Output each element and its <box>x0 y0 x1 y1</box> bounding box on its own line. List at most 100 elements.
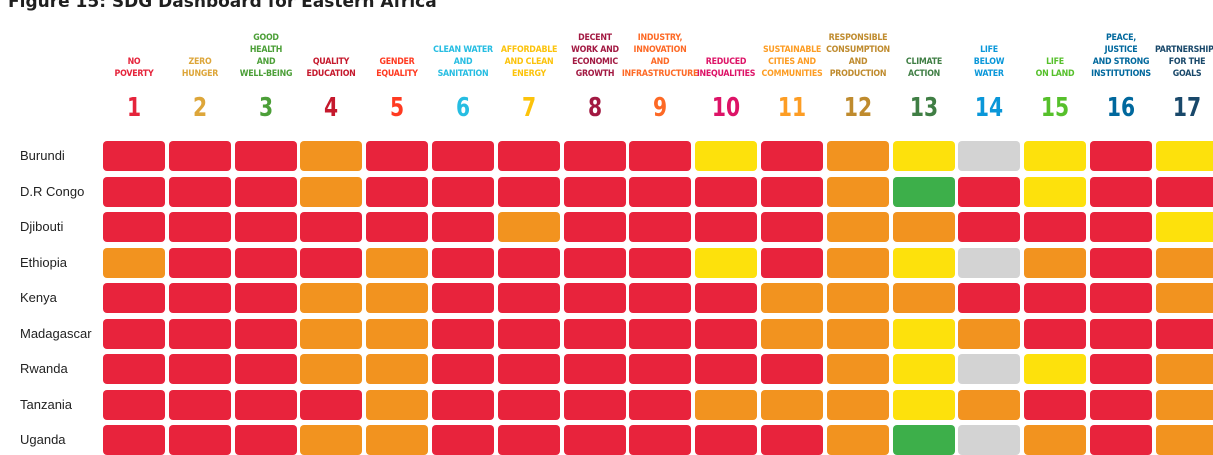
status-cell <box>300 141 363 171</box>
status-cell <box>761 176 823 207</box>
status-cell <box>497 141 560 171</box>
status-cell <box>695 141 758 171</box>
status-cell <box>1024 425 1087 455</box>
status-cell <box>432 425 494 455</box>
goal-number-11: 11 <box>777 93 807 123</box>
status-cell <box>497 176 560 207</box>
status-cell <box>168 283 231 313</box>
goal-number-14: 14 <box>975 93 1004 123</box>
status-cell <box>892 283 955 313</box>
status-cell <box>366 247 429 278</box>
country-label: Madagascar <box>20 325 92 341</box>
goal-number-5: 5 <box>390 93 405 123</box>
status-cell <box>1090 212 1152 242</box>
status-cell <box>103 247 165 278</box>
status-cell <box>958 389 1021 420</box>
status-cell <box>103 354 165 384</box>
status-cell <box>826 247 889 278</box>
status-cell <box>892 389 955 420</box>
status-cell <box>1090 247 1152 278</box>
status-cell <box>234 247 297 278</box>
status-cell <box>826 389 889 420</box>
status-cell <box>497 425 560 455</box>
goal-label-14: LIFE BELOW WATER <box>974 45 1005 79</box>
goal-label-7: AFFORDABLE AND CLEAN ENERGY <box>500 45 558 79</box>
status-cell <box>1024 283 1087 313</box>
status-cell <box>234 283 297 313</box>
status-cell <box>300 425 363 455</box>
status-cell <box>1090 425 1152 455</box>
status-cell <box>563 425 626 455</box>
status-cell <box>168 354 231 384</box>
country-label: Uganda <box>20 432 66 447</box>
status-cell <box>695 318 758 349</box>
status-cell <box>563 354 626 384</box>
goal-number-10: 10 <box>712 93 741 123</box>
status-cell <box>761 141 823 171</box>
status-cell <box>300 354 363 384</box>
goal-label-17: PARTNERSHIPS FOR THE GOALS <box>1154 45 1213 79</box>
goal-label-11: SUSTAINABLE CITIES AND COMMUNITIES <box>761 45 823 79</box>
status-cell <box>103 141 165 171</box>
country-label: D.R Congo <box>20 183 85 199</box>
goal-number-1: 1 <box>126 93 142 123</box>
status-cell <box>234 389 297 420</box>
status-cell <box>497 354 560 384</box>
status-cell <box>958 141 1021 171</box>
status-cell <box>432 212 494 242</box>
status-cell <box>366 212 429 242</box>
status-cell <box>629 425 692 455</box>
status-cell <box>958 318 1021 349</box>
status-cell <box>1090 389 1152 420</box>
country-label: Ethiopia <box>20 254 67 270</box>
country-label: Burundi <box>20 148 65 163</box>
goal-label-5: GENDER EQUALITY <box>376 57 418 79</box>
status-cell <box>366 425 429 455</box>
status-cell <box>695 212 758 242</box>
status-cell <box>826 425 889 455</box>
status-cell <box>695 283 758 313</box>
status-cell <box>103 318 165 349</box>
status-cell <box>168 247 231 278</box>
status-cell <box>300 176 363 207</box>
status-cell <box>168 212 231 242</box>
status-cell <box>1155 212 1213 242</box>
status-cell <box>563 389 626 420</box>
status-cell <box>366 389 429 420</box>
goal-label-8: DECENT WORK AND ECONOMIC GROWTH <box>570 33 619 79</box>
status-cell <box>826 354 889 384</box>
country-label: Djibouti <box>20 219 64 234</box>
status-cell <box>1155 176 1213 207</box>
status-cell <box>497 212 560 242</box>
status-cell <box>695 176 758 207</box>
status-cell <box>366 318 429 349</box>
status-cell <box>629 212 692 242</box>
goal-number-15: 15 <box>1041 93 1070 123</box>
status-cell <box>234 354 297 384</box>
status-cell <box>366 176 429 207</box>
goal-number-9: 9 <box>653 93 668 123</box>
status-cell <box>695 247 758 278</box>
status-cell <box>497 247 560 278</box>
status-cell <box>300 247 363 278</box>
status-cell <box>497 283 560 313</box>
status-cell <box>761 389 823 420</box>
status-cell <box>432 389 494 420</box>
status-cell <box>826 283 889 313</box>
status-cell <box>563 141 626 171</box>
status-cell <box>432 176 494 207</box>
status-cell <box>761 425 823 455</box>
status-cell <box>366 141 429 171</box>
status-cell <box>432 283 494 313</box>
status-cell <box>1155 318 1213 349</box>
status-cell <box>1090 141 1152 171</box>
goal-number-7: 7 <box>521 93 536 123</box>
status-cell <box>168 176 231 207</box>
figure-title: Figure 15: SDG Dashboard for Eastern Afr… <box>8 0 437 12</box>
status-cell <box>497 318 560 349</box>
status-cell <box>1155 247 1213 278</box>
status-cell <box>958 247 1021 278</box>
status-cell <box>168 425 231 455</box>
status-cell <box>958 283 1021 313</box>
status-cell <box>1024 354 1087 384</box>
